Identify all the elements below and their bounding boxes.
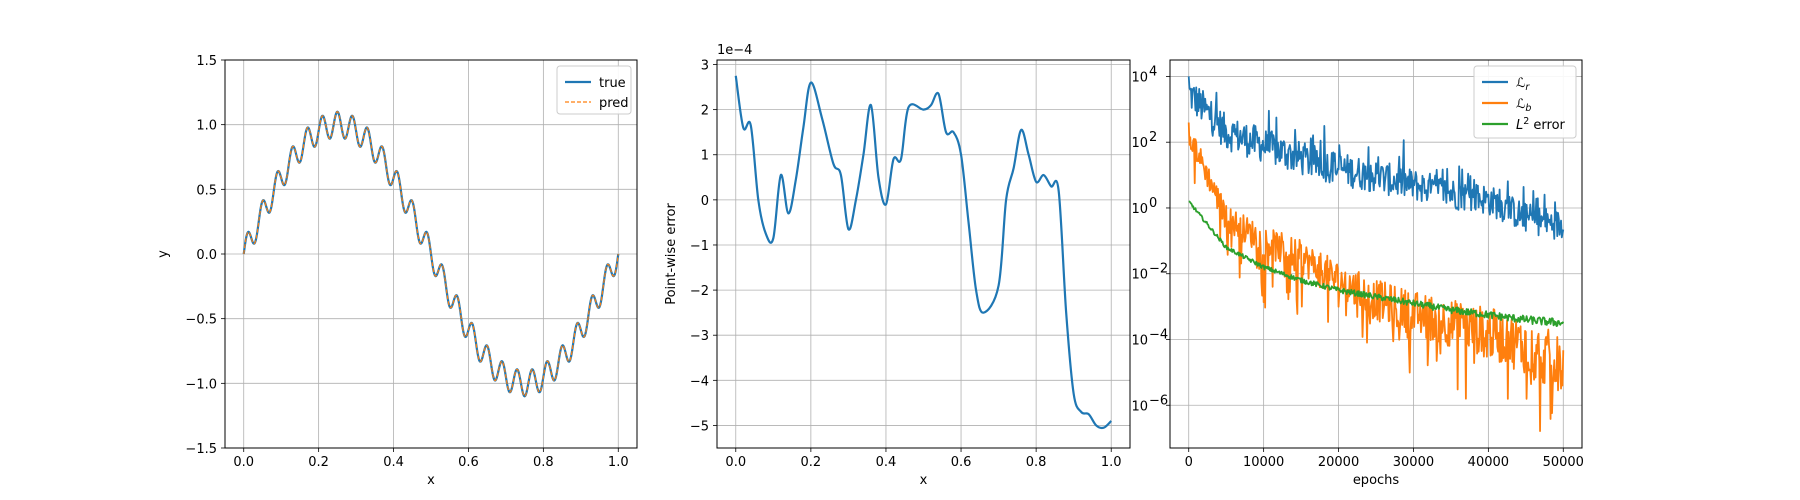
y-ticks: −5 −4 −3 −2 −1 0 1 2 3 [690,59,717,434]
series-line [1187,76,1565,240]
y-tick-label: 10 [1131,399,1148,414]
x-axis-label: x [427,473,435,488]
y-tick-label: −1 [690,239,709,254]
x-tick-label: 0.2 [801,455,822,470]
legend-label: true [599,76,626,91]
x-tick-label: 0.8 [533,455,554,470]
y-tick-label: −1.5 [185,442,217,457]
y-axis-label: Point-wise error [664,203,679,305]
y-tick-label: 1 [701,149,709,164]
y-ticks: −1.5 −1.0 −0.5 0.0 0.5 1.0 1.5 [185,54,225,457]
y-tick-label: 0 [701,194,709,209]
x-ticks: 0.0 0.2 0.4 0.6 0.8 1.0 [725,448,1122,470]
y-tick-label: −4 [690,374,709,389]
x-axis-label: x [920,473,928,488]
curves [1187,76,1565,433]
series-line-pred [243,111,619,397]
y-tick-label: 10 [1131,202,1148,217]
legend-box [556,65,632,115]
x-tick-label: 20000 [1318,455,1359,470]
y-tick-exponent: 4 [1149,64,1157,79]
plot-training-losses: 0 10000 20000 30000 40000 50000 10 −610 −410 −21… [1131,59,1584,488]
x-tick-label: 0.2 [308,455,329,470]
y-tick-label: −0.5 [185,313,217,328]
y-tick-exponent: −4 [1149,327,1168,342]
legend: ℒr ℒb L2 error [1473,65,1577,139]
y-tick-label: 10 [1131,136,1148,151]
y-tick-label: −2 [690,284,709,299]
legend-box [1473,65,1577,139]
x-tick-label: 0.8 [1026,455,1047,470]
y-tick-label: 1.5 [196,54,217,69]
y-tick-label: 2 [701,104,709,119]
y-tick-label: 1.0 [196,119,217,134]
x-tick-label: 30000 [1393,455,1434,470]
series-line [1187,122,1565,433]
y-tick-label: 10 [1131,333,1148,348]
x-ticks: 0 10000 20000 30000 40000 50000 [1185,448,1584,470]
x-axis-label: epochs [1353,473,1400,488]
x-tick-label: 1.0 [608,455,629,470]
y-tick-label: −3 [690,329,709,344]
plot-sine: 0.0 0.2 0.4 0.6 0.8 1.0 −1.5 −1.0 −0.5 0.0 0.5 1.0… [156,54,638,488]
x-tick-label: 0.0 [233,455,254,470]
y-tick-label: 3 [701,59,709,74]
x-tick-label: 0.0 [725,455,746,470]
y-tick-label: 0.5 [196,183,217,198]
x-tick-label: 10000 [1243,455,1284,470]
x-tick-label: 0.6 [458,455,479,470]
y-tick-label: −1.0 [185,377,217,392]
y-tick-label: 0.0 [196,248,217,263]
y-scale-label: 1e−4 [717,43,752,58]
legend-label: pred [599,96,629,111]
x-tick-label: 0.4 [876,455,897,470]
y-tick-label: 10 [1131,268,1148,283]
grid [717,60,1130,448]
y-tick-label: −5 [690,419,709,434]
legend-label: ℒr [1516,76,1530,93]
curves [734,75,1113,430]
legend-label: ℒb [1516,97,1531,114]
y-tick-exponent: 2 [1149,130,1157,145]
curves [242,110,620,398]
x-tick-label: 0.4 [383,455,404,470]
x-tick-label: 40000 [1468,455,1509,470]
grid [1170,60,1582,448]
y-tick-label: 10 [1131,70,1148,85]
x-tick-label: 1.0 [1101,455,1122,470]
series-line [734,75,1113,430]
y-tick-exponent: −6 [1149,393,1168,408]
plot-frame [1169,59,1583,449]
series-line [1188,200,1565,327]
x-ticks: 0.0 0.2 0.4 0.6 0.8 1.0 [233,448,629,470]
legend-label: L2 error [1516,116,1566,133]
plot-pointwise-error: 0.0 0.2 0.4 0.6 0.8 1.0 −5 −4 −3 −2 −1 0 1 2 3 x Poin… [664,43,1131,488]
y-axis-label: y [156,250,171,258]
x-tick-label: 50000 [1543,455,1584,470]
legend: true pred [556,65,632,115]
x-tick-label: 0 [1185,455,1193,470]
y-tick-exponent: 0 [1149,196,1157,211]
plot-frame [716,59,1131,449]
x-tick-label: 0.6 [951,455,972,470]
y-tick-exponent: −2 [1149,262,1168,277]
